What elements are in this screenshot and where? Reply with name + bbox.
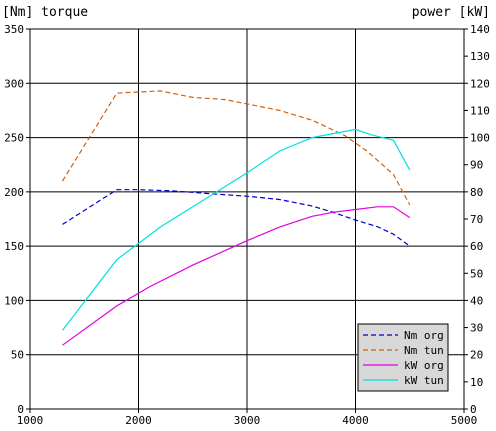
y-right-tick-label: 40: [470, 294, 483, 307]
grid: [30, 29, 464, 409]
series-lines: [61, 90, 411, 346]
y-right-tick-label: 20: [470, 349, 483, 362]
series-line-nm-org: [62, 189, 411, 247]
x-tick-label: 4000: [342, 414, 369, 427]
y-left-tick-label: 150: [4, 240, 24, 253]
y-left-tick-label: 250: [4, 132, 24, 145]
legend-label: kW tun: [404, 374, 444, 387]
chart-title-right: power [kW]: [412, 5, 490, 20]
series-line-nm-tun: [61, 90, 411, 206]
chart-title-left: [Nm] torque: [2, 5, 88, 20]
axes: 1000 2000 3000 4000 500005010015020025030035…: [4, 23, 490, 427]
y-left-tick-label: 350: [4, 23, 24, 36]
x-tick-label: 5000: [451, 414, 478, 427]
y-right-tick-label: 100: [470, 132, 490, 145]
legend-label: Nm tun: [404, 344, 444, 357]
y-right-tick-label: 110: [470, 104, 490, 117]
y-right-tick-label: 140: [470, 23, 490, 36]
y-left-tick-label: 100: [4, 294, 24, 307]
y-right-tick-label: 30: [470, 322, 483, 335]
legend: Nm org Nm tun kW org kW tun: [357, 323, 449, 392]
y-right-tick-label: 10: [470, 376, 483, 389]
y-left-tick-label: 0: [17, 403, 24, 416]
series-line-kw-tun: [62, 128, 411, 331]
y-right-tick-label: 130: [470, 50, 490, 63]
x-tick-label: 1000: [17, 414, 44, 427]
x-tick-label: 3000: [234, 414, 261, 427]
series-line-kw-org: [62, 206, 411, 346]
y-right-tick-label: 50: [470, 267, 483, 280]
x-tick-label: 2000: [125, 414, 152, 427]
y-left-tick-label: 50: [11, 349, 24, 362]
legend-label: kW org: [404, 359, 444, 372]
y-right-tick-label: 70: [470, 213, 483, 226]
y-left-tick-label: 300: [4, 77, 24, 90]
y-left-tick-label: 200: [4, 186, 24, 199]
legend-label: Nm org: [404, 329, 444, 342]
y-right-tick-label: 80: [470, 186, 483, 199]
y-right-tick-label: 60: [470, 240, 483, 253]
y-right-tick-label: 90: [470, 159, 483, 172]
y-right-tick-label: 120: [470, 77, 490, 90]
y-right-tick-label: 0: [470, 403, 477, 416]
